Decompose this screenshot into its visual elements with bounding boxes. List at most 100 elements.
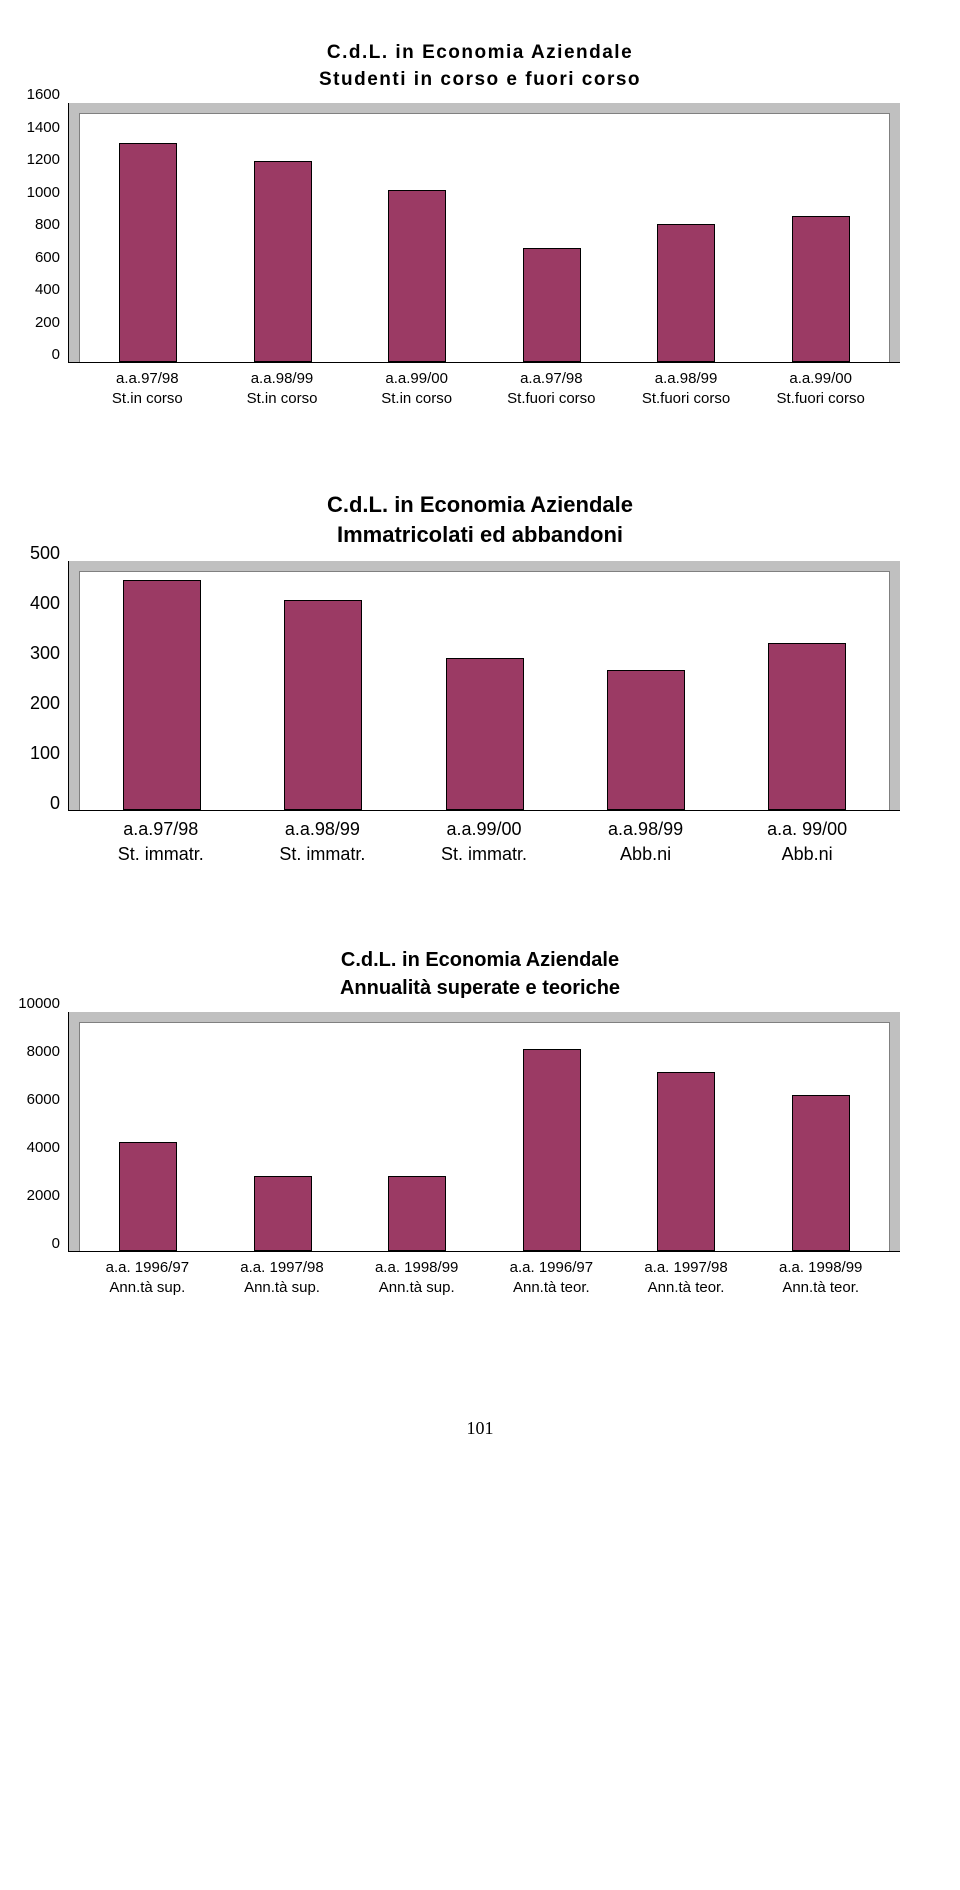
- x-label-line1: a.a.99/00: [403, 817, 565, 841]
- x-label-line2: St. immatr.: [242, 842, 404, 866]
- chart-title-line: Immatricolati ed abbandoni: [60, 520, 900, 551]
- bar-slot: [81, 561, 242, 810]
- x-label: a.a.98/99St.fuori corso: [619, 369, 754, 410]
- x-label-line2: St. immatr.: [80, 842, 242, 866]
- bar-slot: [754, 1012, 889, 1251]
- chart-wrap: 1000080006000400020000a.a. 1996/97Ann.tà…: [60, 1012, 900, 1299]
- x-label-line2: St.in corso: [215, 389, 350, 409]
- bar: [657, 224, 715, 362]
- bar: [657, 1072, 715, 1251]
- chart-1: C.d.L. in Economia AziendaleStudenti in …: [60, 40, 900, 410]
- bar: [119, 143, 177, 362]
- chart-3: C.d.L. in Economia AziendaleAnnualità su…: [60, 946, 900, 1299]
- x-label: a.a. 1997/98Ann.tà teor.: [619, 1258, 754, 1299]
- x-label: a.a.99/00St.fuori corso: [753, 369, 888, 410]
- x-label-line1: a.a. 1996/97: [484, 1258, 619, 1278]
- x-label: a.a. 99/00Abb.ni: [726, 817, 888, 866]
- bar-slot: [81, 103, 216, 362]
- x-label: a.a.98/99St. immatr.: [242, 817, 404, 866]
- x-label-line1: a.a. 99/00: [726, 817, 888, 841]
- x-label-line2: Ann.tà sup.: [349, 1278, 484, 1298]
- bar-slot: [216, 1012, 351, 1251]
- bar-slot: [619, 103, 754, 362]
- x-label-line1: a.a.97/98: [80, 369, 215, 389]
- x-label-line2: Abb.ni: [726, 842, 888, 866]
- bar: [446, 658, 524, 811]
- x-label-line2: St.fuori corso: [484, 389, 619, 409]
- plot-and-x: a.a.97/98St.in corsoa.a.98/99St.in corso…: [68, 103, 900, 410]
- chart-title: C.d.L. in Economia AziendaleStudenti in …: [60, 40, 900, 93]
- x-label-line1: a.a.99/00: [349, 369, 484, 389]
- x-label-line1: a.a.98/99: [619, 369, 754, 389]
- x-label-line1: a.a.98/99: [565, 817, 727, 841]
- x-label-line1: a.a. 1998/99: [753, 1258, 888, 1278]
- x-label-line1: a.a.98/99: [215, 369, 350, 389]
- y-axis: 1000080006000400020000: [60, 1012, 68, 1252]
- chart-title-line: C.d.L. in Economia Aziendale: [60, 490, 900, 521]
- bar: [119, 1142, 177, 1251]
- x-label: a.a. 1998/99Ann.tà sup.: [349, 1258, 484, 1299]
- x-label-line2: Ann.tà teor.: [619, 1278, 754, 1298]
- bar: [123, 580, 201, 810]
- x-label-line1: a.a.97/98: [80, 817, 242, 841]
- x-label-line1: a.a.99/00: [753, 369, 888, 389]
- x-axis: a.a.97/98St. immatr.a.a.98/99St. immatr.…: [68, 811, 900, 866]
- x-label-line1: a.a. 1998/99: [349, 1258, 484, 1278]
- x-axis: a.a.97/98St.in corsoa.a.98/99St.in corso…: [68, 363, 900, 410]
- x-label: a.a.99/00St. immatr.: [403, 817, 565, 866]
- x-label-line2: St.in corso: [349, 389, 484, 409]
- chart-wrap: 16001400120010008006004002000a.a.97/98St…: [60, 103, 900, 410]
- bar-slot: [242, 561, 403, 810]
- x-label-line2: St.fuori corso: [753, 389, 888, 409]
- bar-slot: [350, 103, 485, 362]
- x-label-line1: a.a. 1997/98: [215, 1258, 350, 1278]
- bar-slot: [727, 561, 888, 810]
- chart-title-line: Annualità superate e teoriche: [60, 974, 900, 1002]
- bar: [792, 216, 850, 362]
- y-axis: 16001400120010008006004002000: [60, 103, 68, 363]
- x-label-line1: a.a. 1996/97: [80, 1258, 215, 1278]
- x-label: a.a.97/98St.in corso: [80, 369, 215, 410]
- x-label-line2: St.in corso: [80, 389, 215, 409]
- bar: [254, 161, 312, 363]
- x-label-line2: St. immatr.: [403, 842, 565, 866]
- bar-slot: [754, 103, 889, 362]
- bars-row: [81, 103, 888, 362]
- x-label-line2: Ann.tà teor.: [484, 1278, 619, 1298]
- x-axis: a.a. 1996/97Ann.tà sup.a.a. 1997/98Ann.t…: [68, 1252, 900, 1299]
- x-label-line2: Abb.ni: [565, 842, 727, 866]
- chart-title-line: C.d.L. in Economia Aziendale: [60, 40, 900, 67]
- bar: [523, 1049, 581, 1251]
- bar: [792, 1095, 850, 1251]
- bar-slot: [485, 103, 620, 362]
- page-number: 101: [60, 1418, 900, 1439]
- plot-and-x: a.a.97/98St. immatr.a.a.98/99St. immatr.…: [68, 561, 900, 866]
- plot-area: [68, 561, 900, 811]
- x-label-line1: a.a.98/99: [242, 817, 404, 841]
- x-label: a.a.99/00St.in corso: [349, 369, 484, 410]
- x-label: a.a.98/99Abb.ni: [565, 817, 727, 866]
- x-label-line2: St.fuori corso: [619, 389, 754, 409]
- x-label: a.a.98/99St.in corso: [215, 369, 350, 410]
- x-label-line1: a.a. 1997/98: [619, 1258, 754, 1278]
- bar: [284, 600, 362, 810]
- plot-area: [68, 103, 900, 363]
- plot-and-x: a.a. 1996/97Ann.tà sup.a.a. 1997/98Ann.t…: [68, 1012, 900, 1299]
- bar: [254, 1176, 312, 1250]
- bar-slot: [565, 561, 726, 810]
- plot-area: [68, 1012, 900, 1252]
- y-axis: 5004003002001000: [60, 561, 68, 811]
- chart-title-line: C.d.L. in Economia Aziendale: [60, 946, 900, 974]
- bar: [523, 248, 581, 362]
- bar: [388, 1176, 446, 1250]
- bar-slot: [404, 561, 565, 810]
- x-label-line2: Ann.tà sup.: [215, 1278, 350, 1298]
- bar-slot: [216, 103, 351, 362]
- x-label-line2: Ann.tà sup.: [80, 1278, 215, 1298]
- x-label: a.a. 1998/99Ann.tà teor.: [753, 1258, 888, 1299]
- bars-row: [81, 561, 888, 810]
- x-label: a.a. 1996/97Ann.tà sup.: [80, 1258, 215, 1299]
- bar-slot: [81, 1012, 216, 1251]
- bar: [768, 643, 846, 811]
- bar: [388, 190, 446, 362]
